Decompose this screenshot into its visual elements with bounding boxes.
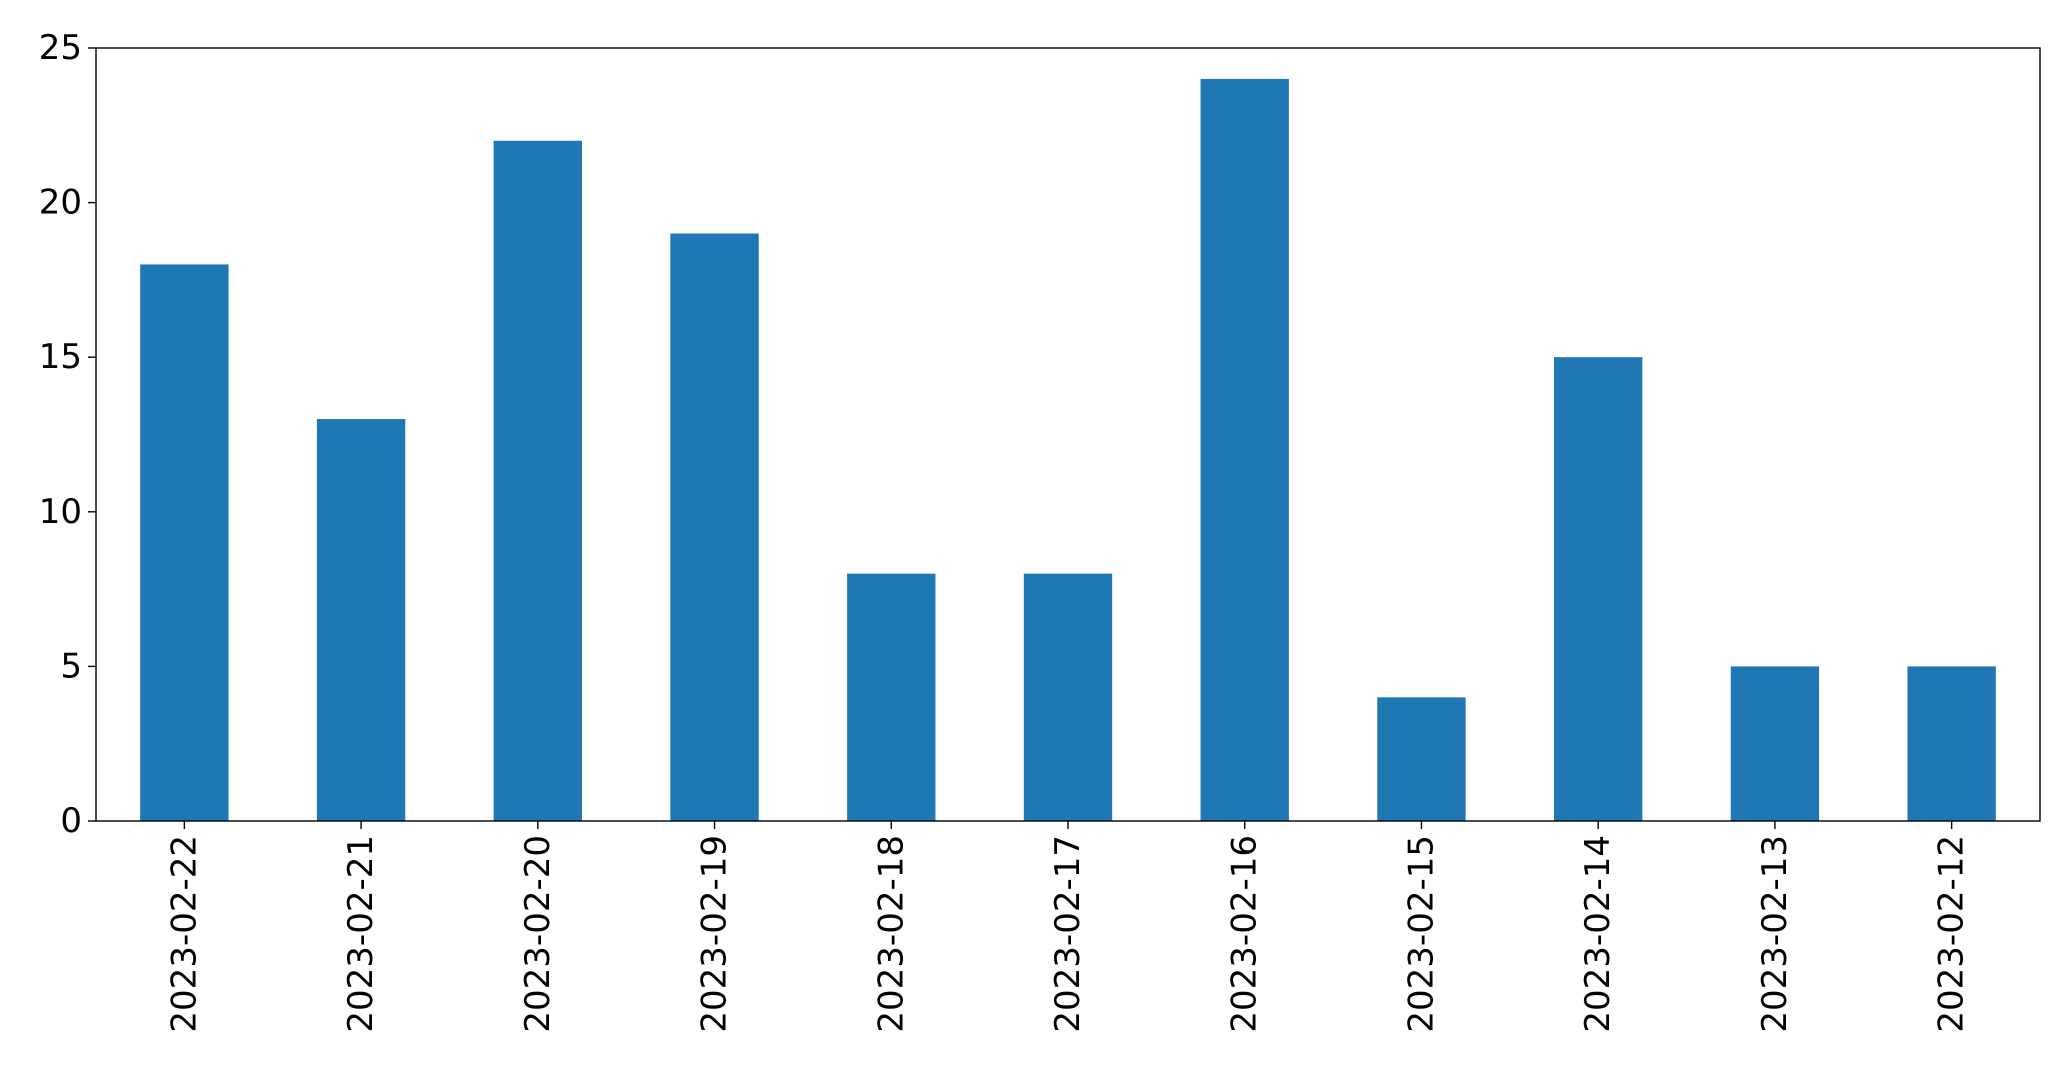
y-tick-label: 25 — [39, 28, 82, 68]
y-tick-label: 5 — [60, 646, 82, 686]
x-tick-label: 2023-02-19 — [695, 835, 735, 1033]
bar-2023-02-20 — [493, 140, 582, 821]
y-tick-label: 0 — [60, 801, 82, 841]
bar-2023-02-18 — [847, 573, 936, 821]
x-tick-label: 2023-02-15 — [1401, 835, 1441, 1033]
x-tick-label: 2023-02-13 — [1755, 835, 1795, 1033]
x-tick-label: 2023-02-14 — [1578, 835, 1618, 1033]
y-tick-label: 20 — [39, 183, 82, 223]
x-tick-label: 2023-02-16 — [1225, 835, 1265, 1033]
x-tick-label: 2023-02-18 — [871, 835, 911, 1033]
x-tick-label: 2023-02-21 — [341, 835, 381, 1033]
bar-2023-02-13 — [1730, 666, 1820, 821]
x-tick-label: 2023-02-17 — [1048, 835, 1088, 1033]
bar-2023-02-12 — [1907, 666, 1996, 821]
bar-2023-02-15 — [1377, 697, 1466, 821]
x-tick-label: 2023-02-20 — [518, 835, 558, 1033]
bar-2023-02-14 — [1554, 357, 1643, 821]
bar-2023-02-17 — [1023, 573, 1113, 821]
bar-2023-02-16 — [1200, 78, 1289, 822]
x-axis: 2023-02-22 2023-02-21 2023-02-20 2023-02-19… — [164, 821, 1972, 1033]
x-tick-label: 2023-02-12 — [1932, 835, 1972, 1033]
bar-2023-02-19 — [670, 233, 759, 821]
bars-group — [140, 78, 1996, 822]
x-tick-label: 2023-02-22 — [164, 835, 204, 1033]
bar-2023-02-22 — [140, 264, 229, 821]
y-tick-label: 15 — [39, 337, 82, 377]
bar-2023-02-21 — [316, 419, 406, 821]
y-axis: 0 5 10 15 20 25 — [39, 28, 96, 841]
plot-frame — [95, 47, 2041, 822]
y-tick-label: 10 — [39, 492, 82, 532]
